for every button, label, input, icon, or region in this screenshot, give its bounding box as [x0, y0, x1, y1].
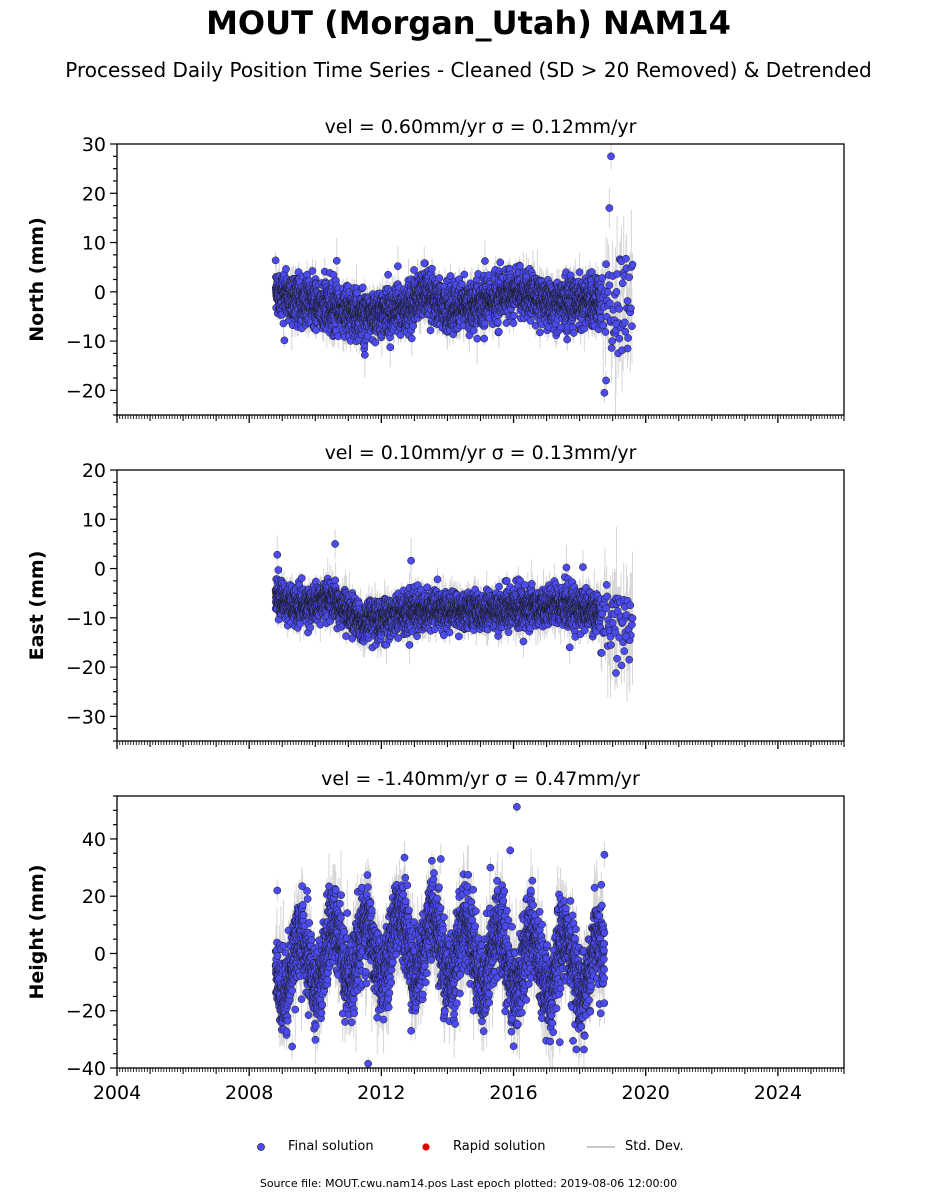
data-point — [601, 328, 610, 336]
data-point — [460, 270, 469, 279]
data-point — [420, 259, 429, 268]
data-point — [603, 288, 612, 296]
data-point — [569, 329, 578, 337]
data-point — [563, 335, 571, 344]
data-point — [575, 268, 584, 276]
data-point — [358, 283, 367, 292]
data-point — [371, 338, 380, 347]
data-point — [602, 260, 610, 268]
data-point — [271, 256, 280, 265]
data-point — [602, 376, 610, 385]
data-point — [623, 344, 632, 353]
data-point — [332, 256, 341, 265]
data-point — [608, 337, 616, 345]
data-point — [384, 270, 392, 279]
data-point — [509, 319, 518, 327]
data-point — [624, 334, 632, 342]
data-point — [625, 273, 634, 282]
data-point — [469, 326, 478, 335]
data-point — [502, 319, 511, 327]
data-point — [605, 204, 614, 212]
data-point — [598, 274, 607, 282]
data-point — [622, 254, 630, 263]
plot-area — [271, 144, 637, 415]
y-axis-label: North (mm) — [26, 217, 48, 342]
data-point — [620, 318, 629, 327]
data-point — [600, 388, 609, 397]
final-solution-points — [271, 152, 637, 397]
data-point — [386, 343, 395, 352]
data-point — [605, 281, 614, 290]
panel-title: vel = 0.60mm/yr σ = 0.12mm/yr — [325, 116, 637, 138]
data-point — [606, 299, 614, 308]
y-tick-label: 20 — [82, 183, 106, 205]
data-point — [510, 311, 518, 320]
data-point — [280, 336, 289, 345]
data-point — [306, 623, 315, 632]
data-point — [494, 327, 503, 336]
data-point — [481, 257, 489, 265]
data-point — [282, 265, 290, 273]
data-point — [426, 326, 435, 335]
data-point — [473, 334, 482, 343]
final-solution-points — [271, 540, 637, 677]
data-point — [353, 288, 361, 297]
data-point — [480, 334, 489, 343]
y-tick-label: 30 — [82, 134, 106, 156]
data-point — [435, 274, 444, 282]
data-point — [607, 152, 615, 161]
data-point — [628, 322, 636, 331]
data-point — [536, 328, 544, 337]
data-point — [409, 322, 417, 330]
data-point — [494, 318, 502, 327]
data-point — [331, 576, 340, 585]
plot-area — [271, 526, 637, 702]
y-tick-label: 10 — [82, 233, 106, 255]
data-point — [496, 258, 505, 267]
data-point — [316, 620, 325, 629]
data-point — [297, 574, 306, 582]
x-ticks — [116, 415, 845, 423]
data-point — [599, 321, 608, 330]
data-point — [615, 334, 624, 343]
data-point — [428, 264, 436, 273]
y-tick-label: 0 — [94, 282, 106, 304]
data-point — [612, 288, 621, 296]
data-point — [308, 267, 317, 275]
data-point — [628, 260, 637, 269]
data-point — [407, 334, 416, 343]
y-tick-label: −10 — [66, 331, 106, 353]
data-point — [394, 262, 402, 271]
data-point — [312, 326, 321, 334]
data-point — [360, 351, 369, 359]
data-point — [627, 304, 635, 313]
data-point — [516, 262, 524, 271]
data-point — [607, 344, 616, 352]
data-point — [274, 566, 283, 574]
y-tick-label: −20 — [66, 380, 106, 402]
data-point — [612, 320, 620, 328]
data-point — [623, 297, 632, 305]
data-point — [618, 279, 627, 288]
data-point — [613, 270, 621, 278]
data-point — [615, 305, 624, 313]
